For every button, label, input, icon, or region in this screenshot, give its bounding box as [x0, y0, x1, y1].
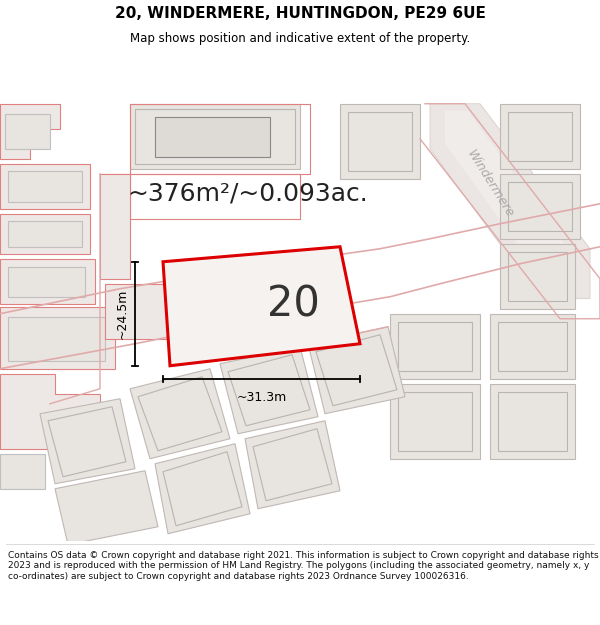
- Text: Contains OS data © Crown copyright and database right 2021. This information is : Contains OS data © Crown copyright and d…: [8, 551, 599, 581]
- Polygon shape: [498, 322, 567, 371]
- Text: Map shows position and indicative extent of the property.: Map shows position and indicative extent…: [130, 31, 470, 44]
- Polygon shape: [138, 377, 222, 451]
- Polygon shape: [155, 117, 270, 157]
- Polygon shape: [8, 267, 85, 297]
- Polygon shape: [508, 112, 572, 161]
- Polygon shape: [508, 182, 572, 231]
- Text: 20, WINDERMERE, HUNTINGDON, PE29 6UE: 20, WINDERMERE, HUNTINGDON, PE29 6UE: [115, 6, 485, 21]
- Polygon shape: [0, 259, 95, 304]
- Polygon shape: [398, 392, 472, 451]
- Text: ~31.3m: ~31.3m: [236, 391, 287, 404]
- Polygon shape: [8, 171, 82, 202]
- Polygon shape: [155, 444, 250, 534]
- Polygon shape: [390, 384, 480, 459]
- Polygon shape: [500, 104, 580, 169]
- Polygon shape: [348, 112, 412, 171]
- Polygon shape: [398, 322, 472, 371]
- Polygon shape: [55, 471, 158, 545]
- Text: Windermere: Windermere: [464, 148, 516, 220]
- Polygon shape: [508, 252, 567, 301]
- Polygon shape: [500, 174, 580, 239]
- Polygon shape: [8, 221, 82, 247]
- Polygon shape: [390, 314, 480, 379]
- Polygon shape: [100, 174, 130, 279]
- Polygon shape: [130, 369, 230, 459]
- Text: ~24.5m: ~24.5m: [116, 289, 129, 339]
- Polygon shape: [0, 214, 90, 254]
- Polygon shape: [340, 104, 420, 179]
- Polygon shape: [445, 111, 575, 289]
- Polygon shape: [40, 399, 135, 484]
- Polygon shape: [5, 114, 50, 149]
- Polygon shape: [130, 104, 300, 169]
- Polygon shape: [490, 314, 575, 379]
- Polygon shape: [0, 307, 115, 369]
- Polygon shape: [8, 317, 105, 361]
- Polygon shape: [163, 247, 360, 366]
- Polygon shape: [228, 355, 310, 426]
- Polygon shape: [0, 104, 60, 159]
- Polygon shape: [163, 452, 242, 526]
- Polygon shape: [500, 244, 575, 309]
- Polygon shape: [0, 374, 100, 469]
- Polygon shape: [0, 164, 90, 209]
- Text: ~376m²/~0.093ac.: ~376m²/~0.093ac.: [128, 182, 368, 206]
- Polygon shape: [316, 335, 397, 406]
- Polygon shape: [490, 384, 575, 459]
- Polygon shape: [253, 429, 332, 501]
- Polygon shape: [308, 327, 405, 414]
- Polygon shape: [245, 421, 340, 509]
- Polygon shape: [105, 284, 240, 339]
- Polygon shape: [498, 392, 567, 451]
- Polygon shape: [430, 104, 590, 299]
- Text: 20: 20: [267, 284, 320, 326]
- Polygon shape: [220, 347, 318, 434]
- Polygon shape: [48, 407, 126, 477]
- Polygon shape: [0, 454, 45, 489]
- Polygon shape: [135, 109, 295, 164]
